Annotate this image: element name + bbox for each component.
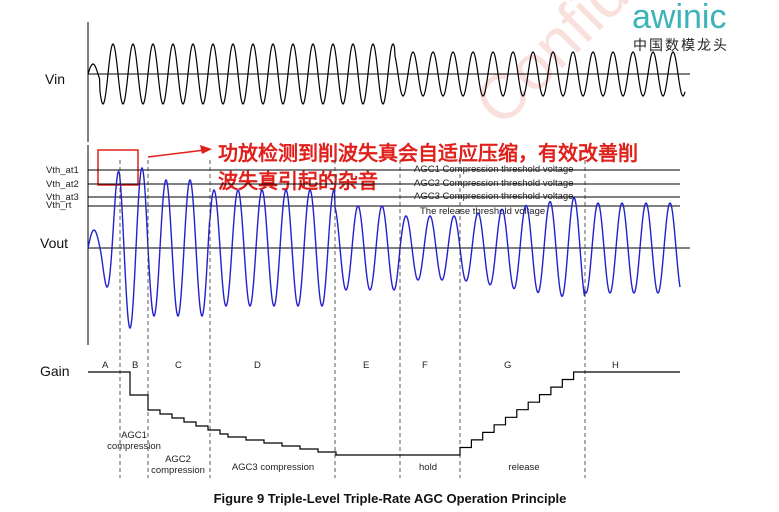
threshold-label: Vth_at2: [46, 179, 79, 190]
threshold-label: Vth_at3: [46, 192, 79, 203]
phase-label: G: [504, 360, 511, 371]
threshold-description: AGC3 Compression threshold voltage: [414, 191, 573, 202]
stage-label: AGC2: [165, 454, 191, 465]
phase-label: B: [132, 360, 138, 371]
stage-label: AGC1: [121, 430, 147, 441]
annotation: 功放检测到削波失真会自适应压缩，有效改善削: [218, 141, 638, 165]
vin-label: Vin: [45, 71, 65, 87]
annotation: 波失真引起的杂音: [218, 169, 378, 193]
gain-curve: [88, 371, 680, 456]
stage-label: hold: [419, 462, 437, 473]
phase-label: F: [422, 360, 428, 371]
stage-label: compression: [151, 465, 205, 476]
vout-wave: [87, 166, 681, 330]
stage-label: release: [508, 462, 539, 473]
phase-label: C: [175, 360, 182, 371]
caption: Figure 9 Triple-Level Triple-Rate AGC Op…: [214, 491, 567, 506]
phase-label: E: [363, 360, 369, 371]
phase-label: D: [254, 360, 261, 371]
threshold-label: Vth_rt: [46, 200, 72, 211]
stage-label: AGC3 compression: [232, 462, 314, 473]
logo-brand: awinic: [632, 0, 726, 36]
threshold-description: AGC1 Compression threshold voltage: [414, 164, 573, 175]
vin-wave: [87, 43, 686, 105]
vout-label: Vout: [40, 235, 68, 251]
threshold-label: Vth_at1: [46, 165, 79, 176]
clip-box: [97, 149, 139, 186]
stage-label: compression: [107, 441, 161, 452]
logo-tagline: 中国数模龙头: [633, 38, 729, 54]
threshold-description: The release threshold voltage: [420, 206, 545, 217]
arrow-head: [200, 145, 212, 154]
phase-label: A: [102, 360, 109, 371]
arrow: [147, 149, 206, 158]
gain-label: Gain: [40, 363, 70, 379]
threshold-description: AGC2 Compression threshold voltage: [414, 178, 573, 189]
phase-label: H: [612, 360, 619, 371]
